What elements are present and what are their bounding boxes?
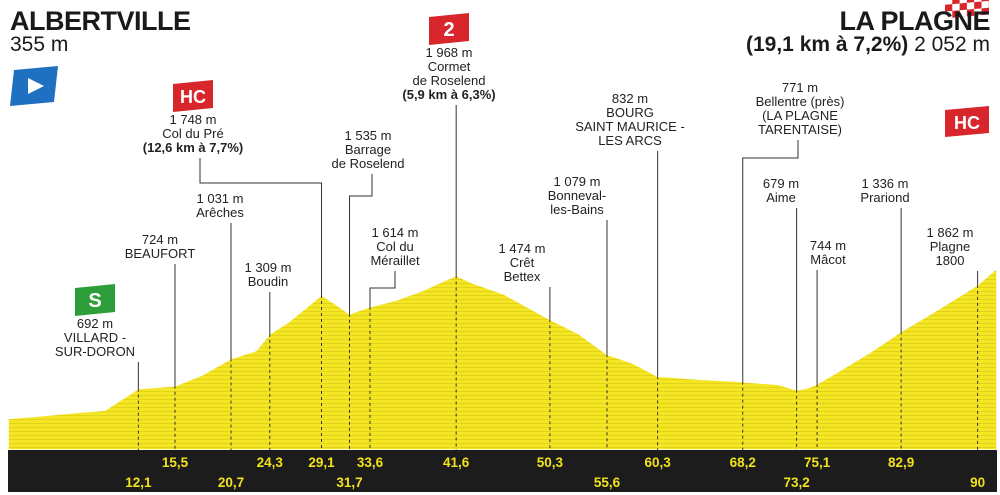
km-label-upper-7: 68,2 (730, 455, 756, 470)
waypoint-label-16: 1 862 m Plagne 1800 (927, 225, 974, 268)
km-label-upper-6: 60,3 (644, 455, 671, 470)
waypoint-label-15: 1 336 m Prariond (860, 176, 909, 205)
finish-header: LA PLAGNE (19,1 km à 7,2%) 2 052 m (746, 6, 991, 57)
start-header: ALBERTVILLE 355 m (10, 6, 191, 57)
finish-altitude: 2 052 m (914, 33, 990, 56)
waypoint-label-9: 1 474 m Crêt Bettex (499, 241, 546, 284)
hc-climb-badge-text: HC (180, 87, 206, 107)
leader-solid-12 (742, 140, 799, 382)
green-sprint-icon: S (75, 284, 115, 316)
leader-solid-6 (349, 174, 373, 314)
climb-gradient-5: (12,6 km à 7,7%) (143, 140, 243, 155)
km-label-upper-2: 29,1 (308, 455, 335, 470)
km-label-upper-3: 33,6 (357, 455, 384, 470)
waypoint-label-13: 679 m Aime (763, 176, 799, 205)
start-town-name: ALBERTVILLE (10, 6, 191, 36)
waypoint-label-2: 724 m BEAUFORT (125, 232, 196, 261)
km-label-lower-1: 20,7 (218, 475, 244, 490)
cat2-climb-badge: 2 (429, 13, 469, 45)
waypoint-label-3: 1 031 m Arêches (196, 191, 244, 220)
finish-hc-badge: HC (945, 106, 989, 137)
km-axis-labels: 15,5 24,3 29,1 33,6 41,6 50,3 60,3 68,2 75,1 82,9… (125, 455, 985, 490)
cat2-climb-badge-text: 2 (443, 19, 454, 41)
climb-gradient-8: (5,9 km à 6,3%) (402, 87, 495, 102)
svg-text:HC: HC (954, 113, 980, 133)
waypoint-label-5: 1 748 m Col du Pré (12,6 km à 7,7%) (143, 112, 243, 155)
km-label-upper-1: 24,3 (257, 455, 284, 470)
km-label-lower-2: 31,7 (336, 475, 362, 490)
green-sprint-icon-text: S (88, 290, 101, 312)
waypoint-label-4: 1 309 m Boudin (245, 260, 292, 289)
km-label-upper-8: 75,1 (804, 455, 831, 470)
km-label-lower-0: 12,1 (125, 475, 152, 490)
leader-solid-5 (199, 158, 323, 295)
finish-climb: (19,1 km à 7,2%) (746, 33, 909, 56)
km-axis-bar (8, 450, 997, 492)
finish-town-name: LA PLAGNE (839, 6, 991, 36)
checkered-flag-icon (945, 0, 989, 19)
hc-climb-badge: HC (173, 80, 213, 112)
waypoint-label-8: 1 968 m Cormet de Roselend (5,9 km à 6,3%) (402, 45, 495, 102)
waypoint-label-12: 771 m Bellentre (près) (LA PLAGNE TARENTAIS… (756, 80, 845, 137)
finish-info: (19,1 km à 7,2%) 2 052 m (746, 33, 990, 57)
waypoint-label-11: 832 m BOURG SAINT MAURICE -LES ARCS (575, 91, 685, 148)
km-label-lower-5: 90 (970, 475, 985, 490)
km-label-upper-4: 41,6 (443, 455, 470, 470)
km-label-upper-0: 15,5 (162, 455, 189, 470)
leader-lines (137, 105, 979, 450)
elevation-area (7, 266, 998, 451)
waypoint-label-7: 1 614 m Col du Méraillet (370, 225, 420, 268)
km-label-upper-9: 82,9 (888, 455, 914, 470)
start-flag-icon (10, 66, 58, 106)
waypoint-label-1: 692 m VILLARD -SUR-DORON (55, 316, 135, 359)
waypoint-label-14: 744 m Mâcot (810, 238, 846, 267)
climb-badges: S HC 2 HC (75, 13, 989, 316)
km-label-upper-5: 50,3 (537, 455, 564, 470)
waypoint-label-10: 1 079 m Bonneval-les-Bains (548, 174, 607, 217)
waypoint-label-6: 1 535 m Barrage de Roselend (332, 128, 405, 171)
km-label-lower-3: 55,6 (594, 475, 621, 490)
km-label-lower-4: 73,2 (783, 475, 809, 490)
leader-solid-7 (369, 271, 396, 307)
start-altitude: 355 m (10, 33, 69, 56)
